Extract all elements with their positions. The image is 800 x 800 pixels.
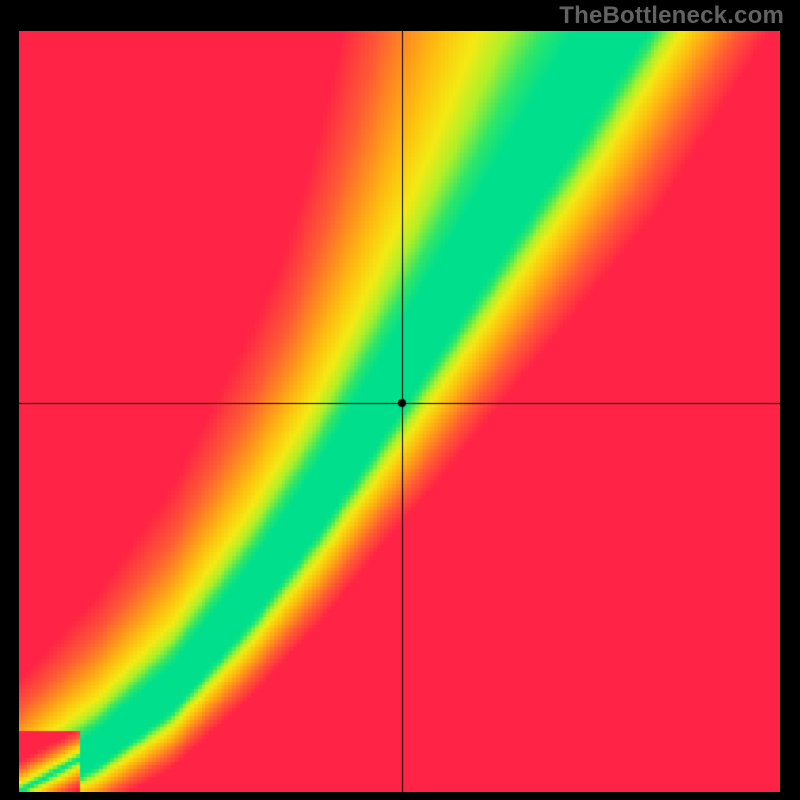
watermark-text: TheBottleneck.com	[559, 2, 784, 30]
bottleneck-heatmap	[19, 31, 780, 792]
chart-container: TheBottleneck.com	[0, 0, 800, 800]
